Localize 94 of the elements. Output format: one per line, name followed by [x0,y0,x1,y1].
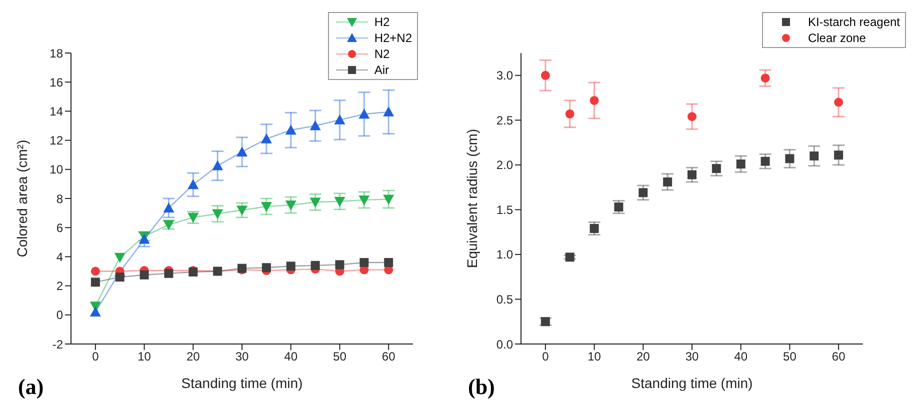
x-tick-label: 10 [588,350,602,364]
point [310,260,320,270]
point [540,70,550,80]
point [736,160,746,169]
point [262,263,271,272]
x-tick-label: 0 [542,350,550,364]
legend-label: KI-starch reagent [808,15,900,29]
point [614,202,624,212]
point [334,196,346,207]
x-tick-label: 50 [783,350,797,364]
point [688,170,696,180]
point [260,202,272,212]
legend-label: Air [374,63,389,77]
x-tick-label: 40 [734,350,748,364]
point [114,252,126,263]
y-tick-label: 1.0 [496,248,514,262]
point [310,120,321,130]
y-tick-label: 0.0 [496,337,514,352]
point [360,258,369,268]
x-tick-label: 10 [138,350,152,364]
point [565,109,574,118]
x-tick-label: 40 [284,350,298,364]
point [834,150,844,160]
x-tick-label: 0 [92,350,100,364]
y-tick-label: 3.0 [496,68,514,83]
x-tick-label: 30 [235,350,249,364]
y-tick-label: 10 [50,162,64,177]
y-tick-label: 0 [56,308,64,322]
point [663,177,672,186]
y-tick-label: 2.5 [496,113,514,128]
point [540,317,550,326]
x-tick-label: 60 [382,350,396,364]
point [334,114,346,124]
x-axis-title: Standing time (min) [181,375,303,391]
point [140,270,149,280]
point [638,188,648,198]
y-axis-title: Equivalent radius (cm) [464,128,480,268]
point [90,278,100,287]
y-tick-label: 6 [56,220,64,235]
point [90,266,100,276]
point [383,194,394,205]
point [565,252,574,262]
y-tick-label: 16 [50,75,64,90]
x-tick-label: 50 [333,350,347,364]
x-tick-label: 30 [685,350,699,364]
point [688,112,696,122]
point [383,106,394,116]
point [163,202,174,212]
y-tick-label: 2 [56,279,64,294]
y-tick-label: 18 [50,46,64,60]
legend-label: Clear zone [808,31,866,45]
point [590,224,599,233]
y-tick-label: 8 [56,192,64,206]
x-tick-label: 20 [636,350,650,364]
point [212,160,224,170]
y-tick-label: 4 [56,250,64,264]
point [760,156,770,166]
point [212,209,224,220]
y-tick-label: 12 [50,134,64,148]
y-tick-label: 1.5 [496,202,514,217]
point [358,195,370,206]
point [285,200,296,211]
legend-label: H2 [374,15,390,29]
point [335,260,344,270]
point [115,272,124,282]
point [358,108,370,119]
y-axis-title: Colored area (cm²) [14,140,30,258]
point [90,306,101,316]
text: (b) [468,374,495,400]
point [188,179,199,190]
point [712,164,721,174]
y-tick-label: -2 [52,337,64,352]
x-axis-title: Standing time (min) [631,375,753,391]
point [834,98,844,107]
text: (a) [18,374,44,400]
y-tick-label: 0.5 [496,292,514,306]
legend-label: H2+N2 [374,31,412,45]
point [260,133,272,144]
point [810,151,819,160]
point [310,198,321,208]
point [236,206,248,216]
point [760,74,770,83]
point [164,268,174,278]
y-tick-label: 14 [50,104,64,118]
point [384,258,394,268]
x-tick-label: 60 [832,350,846,364]
legend-label: N2 [374,47,390,61]
x-tick-label: 20 [186,350,200,364]
point [590,96,599,105]
point [236,146,248,156]
y-tick-label: 2.0 [496,158,514,172]
point [286,262,296,271]
point [285,124,296,135]
point [785,154,794,164]
